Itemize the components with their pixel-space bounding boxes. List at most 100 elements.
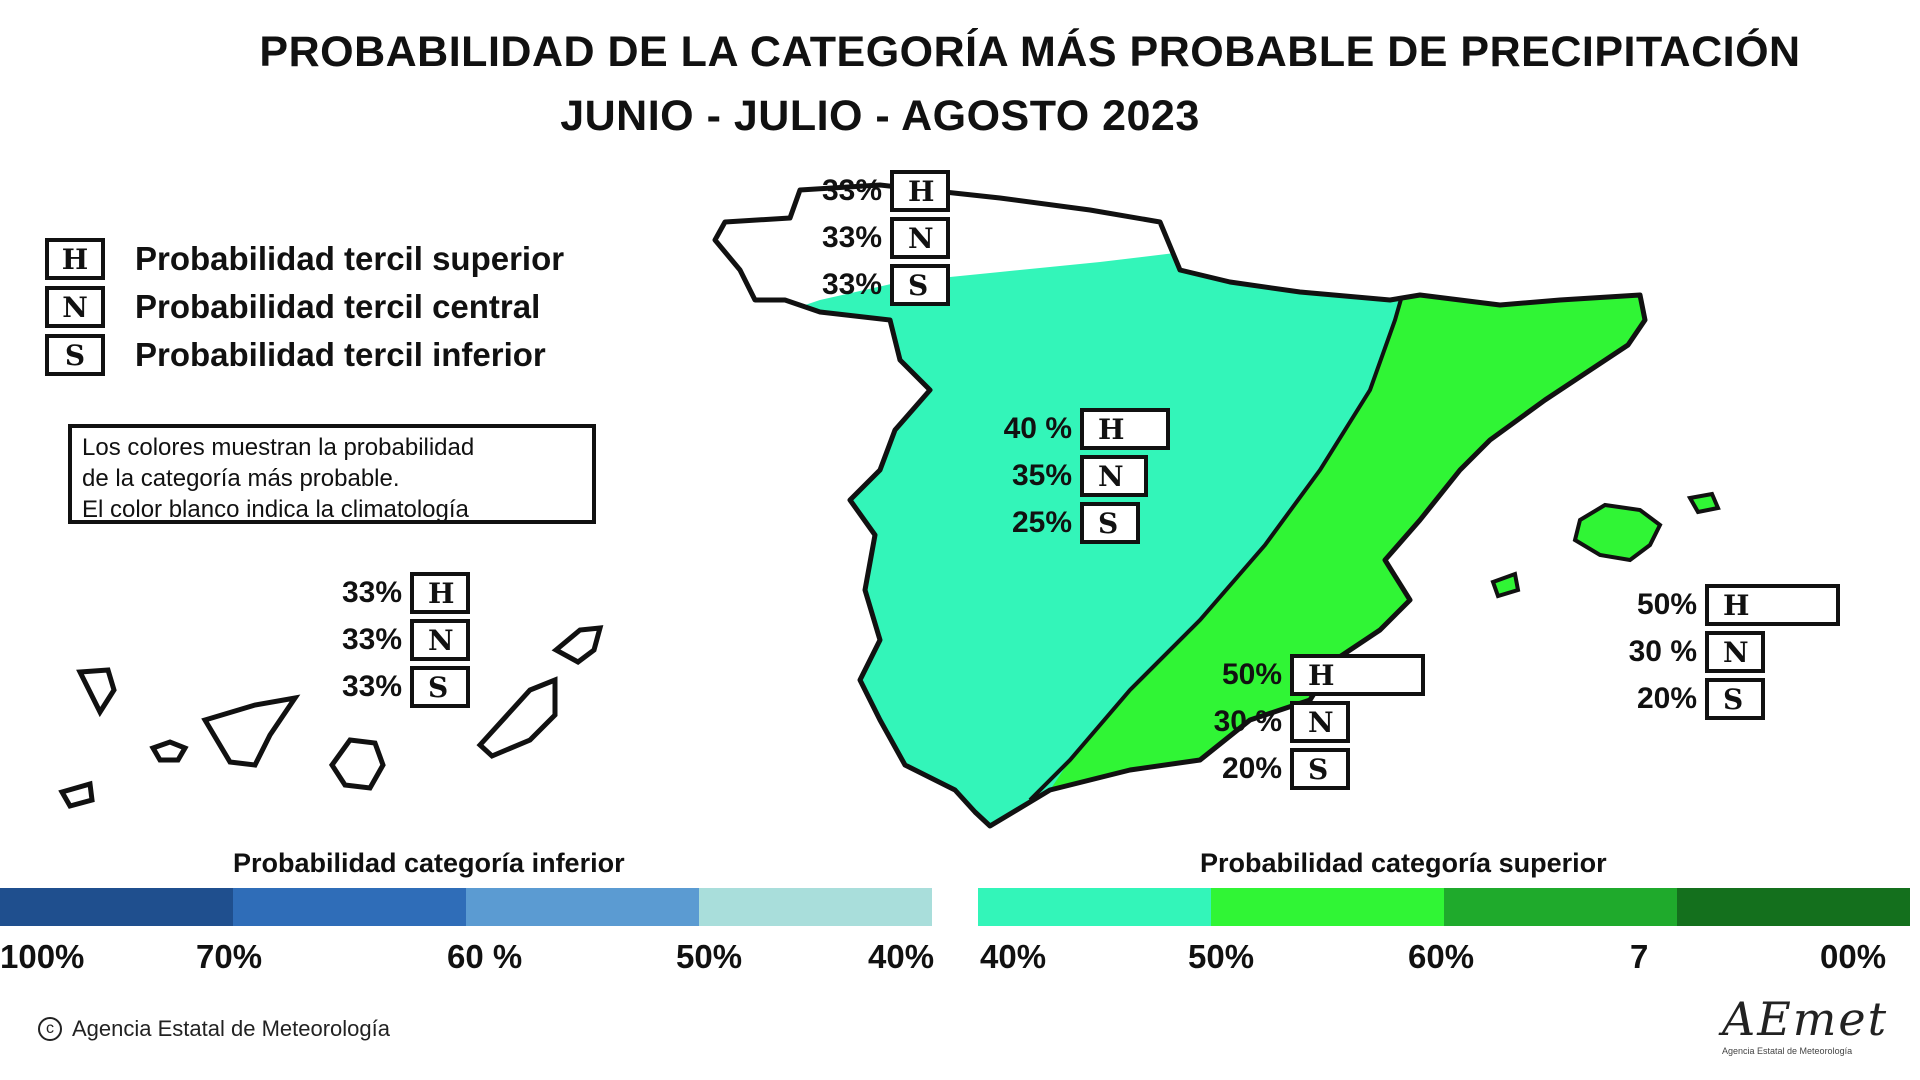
note-line: de la categoría más probable.	[82, 465, 400, 492]
island-lanzarote	[551, 625, 604, 665]
scale-upper-tick: 00%	[1820, 938, 1887, 975]
prob-percent: 50%	[1636, 588, 1697, 621]
scale-upper-tick: 40%	[980, 938, 1047, 975]
scale-lower-bar	[0, 888, 932, 926]
scale-lower-tick: 70%	[196, 938, 263, 975]
prob-bar: N	[890, 217, 950, 259]
scale-upper-segment	[978, 888, 1211, 926]
zone-boundary	[1028, 267, 1412, 802]
prob-letter: H	[1308, 659, 1335, 692]
scale-upper-tick: 50%	[1188, 938, 1255, 975]
legend-letter: N	[45, 286, 105, 328]
copyright-text: Agencia Estatal de Meteorología	[72, 1016, 390, 1041]
scale-lower-segment	[466, 888, 699, 926]
island-tenerife	[201, 694, 301, 768]
prob-percent: 50%	[1221, 658, 1282, 691]
scale-upper-bar	[978, 888, 1910, 926]
prob-letter: N	[1308, 706, 1334, 739]
prob-percent: 25%	[1011, 506, 1072, 539]
scale-lower-segment	[0, 888, 233, 926]
island-fuerteventura	[476, 676, 558, 759]
legend-row-central: N Probabilidad tercil central	[45, 284, 540, 330]
legend-row-inferior: S Probabilidad tercil inferior	[45, 332, 546, 378]
legend-text: Probabilidad tercil inferior	[135, 336, 546, 373]
prob-percent: 20%	[1221, 752, 1282, 785]
prob-percent: 33%	[821, 174, 882, 207]
prob-bar: H	[410, 572, 470, 614]
scale-upper-tick: 7	[1630, 938, 1649, 975]
color-note: Los colores muestran la probabilidad de …	[68, 424, 596, 524]
note-line: El color blanco indica la climatología	[82, 496, 469, 523]
copyright-icon: c	[38, 1017, 62, 1041]
prob-bar: H	[890, 170, 950, 212]
prob-bar: H	[1705, 584, 1840, 626]
prob-percent: 20%	[1636, 682, 1697, 715]
legend-text: Probabilidad tercil central	[135, 288, 541, 325]
map-title: PROBABILIDAD DE LA CATEGORÍA MÁS PROBABL…	[259, 28, 1801, 76]
prob-bar: H	[1290, 654, 1425, 696]
scale-lower-tick: 60 %	[447, 938, 523, 975]
aemet-logo: AEmet Agencia Estatal de Meteorología	[1722, 992, 1892, 1062]
prob-percent: 33%	[341, 576, 402, 609]
prob-percent: 30 %	[1628, 635, 1697, 668]
prob-bar: N	[410, 619, 470, 661]
legend-letter: S	[45, 334, 105, 376]
prob-percent: 40 %	[1003, 412, 1072, 445]
island-el-hierro	[58, 780, 95, 809]
prob-letter: H	[428, 577, 455, 610]
scale-lower-tick: 40%	[868, 938, 935, 975]
prob-percent: 35%	[1011, 459, 1072, 492]
prob-bar: N	[1705, 631, 1765, 673]
scale-lower-tick: 50%	[676, 938, 743, 975]
prob-percent: 33%	[821, 221, 882, 254]
prob-letter: H	[1098, 413, 1125, 446]
prob-letter: H	[908, 175, 935, 208]
prob-bar: H	[1080, 408, 1170, 450]
prob-bar: S	[1705, 678, 1765, 720]
island-ibiza	[1490, 571, 1521, 599]
prob-bar: S	[1290, 748, 1350, 790]
note-line: Los colores muestran la probabilidad	[82, 434, 475, 461]
prob-letter: S	[908, 269, 929, 302]
prob-letter: N	[1723, 636, 1749, 669]
prob-percent: 30 %	[1213, 705, 1282, 738]
island-gran-canaria	[328, 737, 386, 791]
prob-letter: N	[1098, 460, 1124, 493]
island-menorca	[1686, 491, 1721, 515]
copyright: c Agencia Estatal de Meteorología	[38, 1016, 390, 1042]
scale-upper-segment	[1677, 888, 1910, 926]
island-la-gomera	[149, 739, 189, 763]
scale-lower-tick: 100%	[0, 938, 85, 975]
prob-letter: S	[1098, 507, 1119, 540]
prob-letter: S	[428, 671, 449, 704]
scale-lower-segment	[233, 888, 466, 926]
map-subtitle: JUNIO - JULIO - AGOSTO 2023	[560, 92, 1200, 140]
scale-lower-title: Probabilidad categoría inferior	[233, 848, 625, 878]
prob-bar: S	[410, 666, 470, 708]
prob-percent: 33%	[821, 268, 882, 301]
logo-subtext: Agencia Estatal de Meteorología	[1722, 1046, 1853, 1056]
prob-percent: 33%	[341, 623, 402, 656]
prob-letter: H	[1723, 589, 1750, 622]
scale-upper-tick: 60%	[1408, 938, 1475, 975]
scale-lower-segment	[699, 888, 932, 926]
prob-letter: S	[1723, 683, 1744, 716]
prob-bar: S	[1080, 502, 1140, 544]
prob-letter: N	[428, 624, 454, 657]
prob-bar: N	[1080, 455, 1148, 497]
prob-percent: 33%	[341, 670, 402, 703]
scale-upper-segment	[1444, 888, 1677, 926]
prob-bar: N	[1290, 701, 1350, 743]
prob-letter: N	[908, 222, 934, 255]
island-mallorca	[1572, 502, 1663, 563]
prob-bar: S	[890, 264, 950, 306]
legend-letter: H	[45, 238, 105, 280]
peninsula-outline	[712, 182, 1648, 829]
scale-upper-title: Probabilidad categoría superior	[1200, 848, 1607, 878]
island-la-palma	[76, 667, 117, 718]
scale-upper-segment	[1211, 888, 1444, 926]
legend-text: Probabilidad tercil superior	[135, 240, 565, 277]
legend-row-superior: H Probabilidad tercil superior	[45, 236, 564, 282]
prob-letter: S	[1308, 753, 1329, 786]
